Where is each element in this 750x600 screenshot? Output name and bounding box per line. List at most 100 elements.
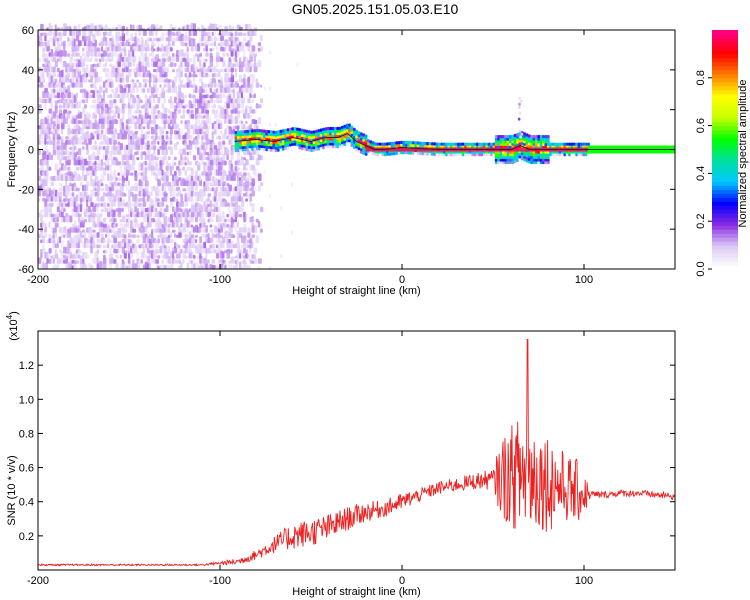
spectrogram-noise-cell <box>92 90 96 99</box>
spectrogram-signal-cell <box>324 142 328 146</box>
spectrogram-signal-cell <box>535 158 538 162</box>
spectrogram-noise-cell <box>207 203 210 207</box>
spectrogram-noise-cell <box>90 89 93 93</box>
spectrogram-noise-cell <box>253 53 258 57</box>
spectrogram-noise-cell <box>134 82 137 88</box>
spectrogram-noise-cell <box>119 108 122 114</box>
spectrogram-noise-cell <box>123 170 127 176</box>
spectrogram-signal-cell <box>357 144 361 148</box>
spectrogram-noise-cell <box>205 180 210 187</box>
spectrogram-signal-cell <box>551 153 555 157</box>
spectrogram-noise-cell <box>163 234 167 238</box>
spectrogram-signal-cell <box>244 145 247 149</box>
spectrogram-signal-cell <box>281 129 285 133</box>
spectrogram-signal-cell <box>539 158 543 162</box>
spectrogram-noise-cell <box>207 218 211 223</box>
spectrogram-noise-cell <box>255 125 259 130</box>
spectrogram-noise-cell <box>205 186 210 192</box>
spectrogram-noise-cell <box>100 228 104 233</box>
spectrogram-noise-cell <box>163 245 167 249</box>
spectrogram-signal-cell <box>421 144 425 148</box>
spectrogram-noise-cell <box>128 101 130 109</box>
spectrogram-noise-cell <box>253 62 257 68</box>
spectrogram-noise-cell <box>176 221 179 228</box>
spectrogram-noise-cell <box>205 124 208 130</box>
snr-y-tick-label: 0.8 <box>19 428 34 440</box>
spectrogram-noise-cell <box>215 109 218 114</box>
spectrogram-noise-cell <box>117 53 120 57</box>
spectrogram-noise-cell <box>58 104 63 109</box>
spectrogram-signal-cell <box>504 155 508 159</box>
spectrogram-noise-cell <box>38 40 41 47</box>
spectrogram-signal-cell <box>509 140 512 144</box>
spectrogram-signal-cell <box>383 142 387 146</box>
spectrogram-noise-cell <box>90 75 93 83</box>
spectrogram-noise-cell <box>226 41 230 47</box>
spectrogram-noise-cell <box>203 154 206 161</box>
colorbar-swatch <box>712 141 738 147</box>
spectrogram-noise-cell <box>77 40 82 47</box>
spectrogram-signal-cell <box>542 160 545 165</box>
spectrogram-signal-cell <box>251 131 254 136</box>
spectrogram-noise-cell <box>79 175 83 181</box>
spectrogram-noise-cell <box>98 53 102 57</box>
spectrogram-noise-cell <box>61 139 64 145</box>
spectrogram-noise-cell <box>207 210 212 218</box>
spectrogram-noise-cell <box>100 129 104 135</box>
spectrogram-noise-cell <box>134 55 137 62</box>
spectrogram-noise-cell <box>82 258 85 264</box>
spectrogram-noise-cell <box>247 264 251 269</box>
spectrogram-noise-cell <box>224 117 227 124</box>
spectrogram-noise-cell <box>75 35 80 42</box>
spectrogram-noise-cell <box>201 25 204 31</box>
spectrogram-signal-cell <box>530 140 534 144</box>
spectrogram-signal-cell <box>539 155 543 159</box>
spectrogram-noise-cell <box>269 50 272 55</box>
snr-y-tick-label: 1.0 <box>19 394 34 406</box>
spectrogram-noise-cell <box>222 133 225 140</box>
spectrogram-signal-cell <box>286 138 290 142</box>
spectrogram-noise-cell <box>249 152 253 161</box>
spectrogram-signal-cell <box>350 133 354 137</box>
spectrogram-signal-cell <box>352 143 356 147</box>
spectrogram-signal-cell <box>248 134 252 138</box>
spectrogram-noise-cell <box>100 40 105 47</box>
spectrogram-noise-cell <box>188 135 193 140</box>
spectrogram-noise-cell <box>40 23 44 31</box>
spectrogram-noise-cell <box>209 182 212 187</box>
spectrogram-noise-cell <box>128 97 132 104</box>
spectrogram-noise-cell <box>203 47 206 52</box>
spectrogram-noise-cell <box>71 98 74 104</box>
spectrogram-noise-cell <box>199 78 203 83</box>
spectrogram-noise-cell <box>134 182 139 187</box>
spectrogram-signal-cell <box>506 155 510 159</box>
spectrogram-noise-cell <box>88 58 91 62</box>
spectrogram-noise-cell <box>148 191 153 197</box>
spectrogram-signal-cell <box>520 139 524 143</box>
spectrogram-noise-cell <box>132 263 135 269</box>
spectrogram-signal-cell <box>519 129 522 133</box>
spectrogram-noise-cell <box>90 175 93 181</box>
spectrogram-noise-cell <box>245 105 249 109</box>
spectrogram-signal-cell <box>286 128 290 132</box>
spectrogram-signal-cell <box>499 142 503 146</box>
spectrogram-signal-cell <box>416 141 420 145</box>
spectrogram-signal-cell <box>291 132 295 136</box>
colorbar-swatch <box>712 185 738 190</box>
spectrogram-noise-cell <box>134 67 137 73</box>
spectrogram-signal-cell <box>466 153 470 157</box>
spectrogram-noise-cell <box>98 86 103 93</box>
spectrogram-noise-cell <box>209 81 214 88</box>
spectrogram-signal-cell <box>402 143 406 147</box>
spectrogram-noise-cell <box>56 262 60 269</box>
spectrogram-signal-cell <box>501 155 505 159</box>
spectrogram-noise-cell <box>113 248 116 254</box>
snr-x-tick-label: 0 <box>399 575 405 587</box>
spectrogram-noise-cell <box>165 148 168 156</box>
spectrogram-signal-cell <box>556 142 560 146</box>
spectrogram-noise-cell <box>67 102 70 109</box>
spectrogram-noise-cell <box>249 55 253 62</box>
spectrogram-noise-cell <box>50 25 53 31</box>
spectrogram-noise-cell <box>209 187 212 192</box>
spectrogram-noise-cell <box>109 190 112 197</box>
